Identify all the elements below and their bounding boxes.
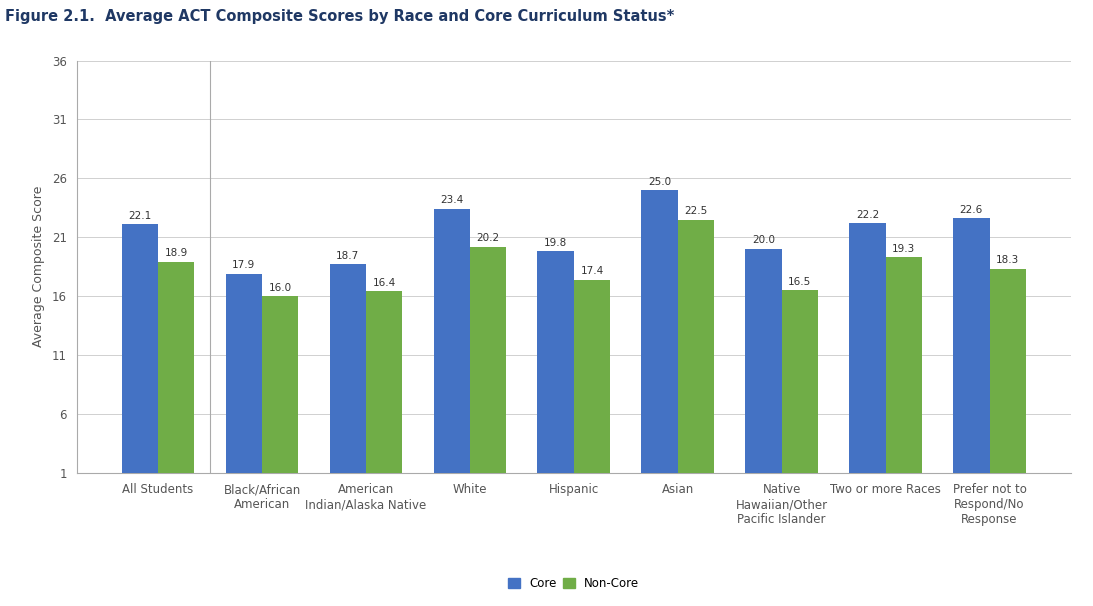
Bar [745, 249, 781, 473]
Bar [678, 219, 714, 473]
Bar [121, 224, 158, 473]
Text: 20.2: 20.2 [477, 233, 500, 243]
Text: 22.6: 22.6 [960, 205, 983, 215]
Bar [330, 264, 366, 473]
Bar [225, 274, 262, 473]
Bar [262, 296, 298, 473]
Text: 17.9: 17.9 [232, 260, 256, 270]
Text: 20.0: 20.0 [752, 236, 775, 245]
Text: 25.0: 25.0 [648, 176, 671, 187]
Text: 22.1: 22.1 [128, 211, 152, 221]
Text: 22.2: 22.2 [856, 210, 879, 219]
Legend: Core, Non-Core: Core, Non-Core [508, 578, 639, 590]
Bar [366, 291, 402, 473]
Bar [538, 251, 574, 473]
Bar [158, 262, 195, 473]
Bar [574, 279, 610, 473]
Text: 19.3: 19.3 [892, 244, 916, 254]
Text: 16.0: 16.0 [269, 282, 292, 293]
Bar [953, 218, 989, 473]
Bar [434, 209, 470, 473]
Text: 16.5: 16.5 [788, 277, 811, 287]
Y-axis label: Average Composite Score: Average Composite Score [32, 186, 45, 347]
Text: 16.4: 16.4 [373, 278, 396, 288]
Text: Figure 2.1.  Average ACT Composite Scores by Race and Core Curriculum Status*: Figure 2.1. Average ACT Composite Scores… [5, 9, 674, 24]
Bar [989, 269, 1026, 473]
Bar [885, 257, 922, 473]
Text: 17.4: 17.4 [580, 266, 603, 276]
Text: 23.4: 23.4 [440, 195, 463, 205]
Bar [642, 190, 678, 473]
Text: 22.5: 22.5 [684, 206, 707, 216]
Text: 18.9: 18.9 [165, 248, 188, 258]
Text: 18.3: 18.3 [996, 256, 1020, 265]
Text: 18.7: 18.7 [337, 251, 360, 261]
Bar [470, 247, 506, 473]
Bar [849, 223, 885, 473]
Bar [781, 290, 818, 473]
Text: 19.8: 19.8 [544, 238, 567, 248]
